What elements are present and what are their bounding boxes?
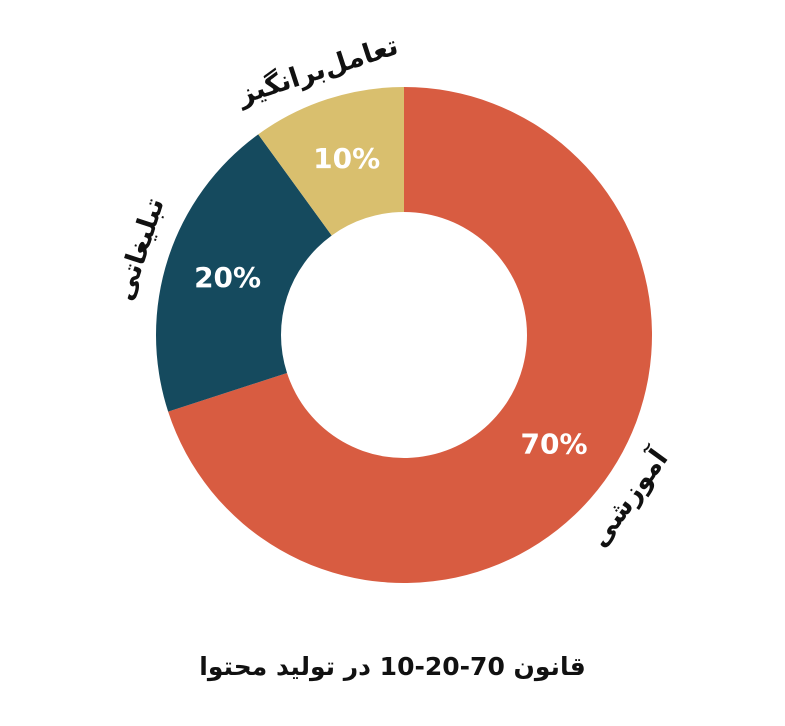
slice-value-label-1: 70% xyxy=(521,428,588,461)
slice-value-label-3: 10% xyxy=(313,142,380,175)
donut-slice-3 xyxy=(258,87,404,236)
donut-slice-1 xyxy=(168,87,653,583)
slice-value-label-2: 20% xyxy=(194,261,261,294)
donut-slice-2 xyxy=(155,134,332,412)
chart-caption: قانون 70-20-10 در تولید محتوا xyxy=(199,652,586,681)
